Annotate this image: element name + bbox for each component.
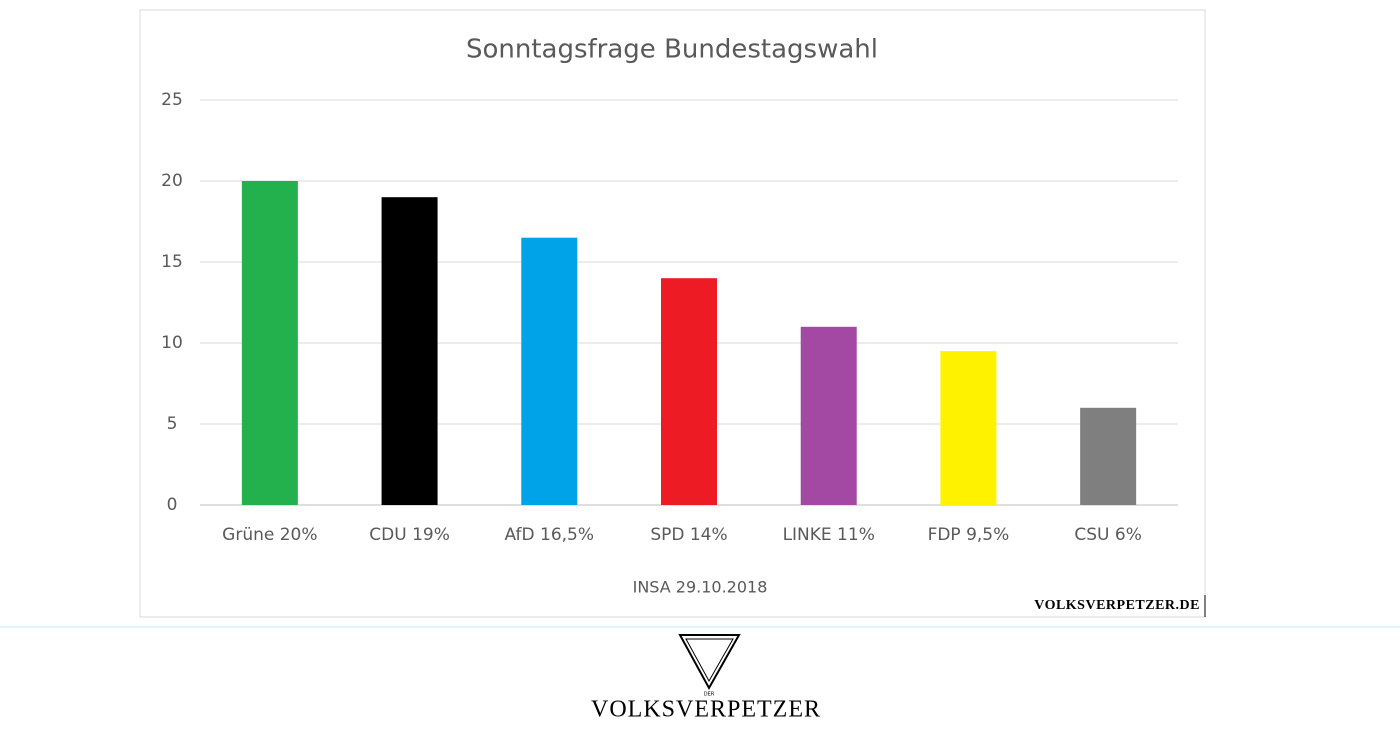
y-tick-label: 25 bbox=[161, 90, 183, 110]
x-tick-label: Grüne 20% bbox=[222, 525, 317, 545]
chart-title: Sonntagsfrage Bundestagswahl bbox=[466, 35, 878, 65]
logo-mark bbox=[678, 634, 741, 691]
bar bbox=[940, 351, 997, 505]
x-axis-label: INSA 29.10.2018 bbox=[633, 578, 768, 597]
logo-triangle bbox=[678, 634, 741, 691]
bar bbox=[241, 181, 298, 505]
bar bbox=[521, 237, 578, 505]
y-tick-label: 20 bbox=[161, 171, 183, 191]
bar bbox=[381, 197, 438, 505]
y-tick-label: 15 bbox=[161, 252, 183, 272]
y-tick-label: 0 bbox=[167, 495, 178, 515]
y-tick-label: 10 bbox=[161, 333, 183, 353]
x-tick-label: FDP 9,5% bbox=[928, 525, 1010, 545]
watermark: VOLKSVERPETZER.DE bbox=[1034, 598, 1200, 613]
bar bbox=[661, 278, 717, 505]
x-tick-label: AfD 16,5% bbox=[505, 525, 595, 545]
bar bbox=[1080, 407, 1137, 505]
y-tick-label: 5 bbox=[167, 414, 178, 434]
x-tick-label: LINKE 11% bbox=[783, 525, 875, 545]
logo-small: DER bbox=[704, 692, 715, 698]
x-tick-label: CDU 19% bbox=[369, 525, 450, 545]
x-tick-label: SPD 14% bbox=[650, 525, 727, 545]
x-tick-label: CSU 6% bbox=[1074, 525, 1141, 545]
logo-name: VOLKSVERPETZER bbox=[591, 697, 821, 723]
logo-triangle-inner bbox=[685, 638, 734, 683]
bar bbox=[800, 326, 857, 505]
